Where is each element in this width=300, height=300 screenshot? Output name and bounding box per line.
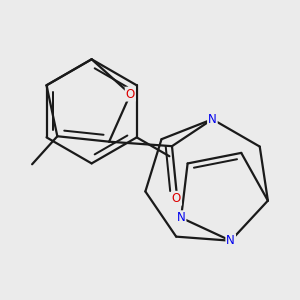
- Text: O: O: [172, 192, 181, 205]
- Text: N: N: [208, 113, 217, 126]
- Text: N: N: [177, 211, 185, 224]
- Text: O: O: [126, 88, 135, 100]
- Text: N: N: [226, 234, 235, 247]
